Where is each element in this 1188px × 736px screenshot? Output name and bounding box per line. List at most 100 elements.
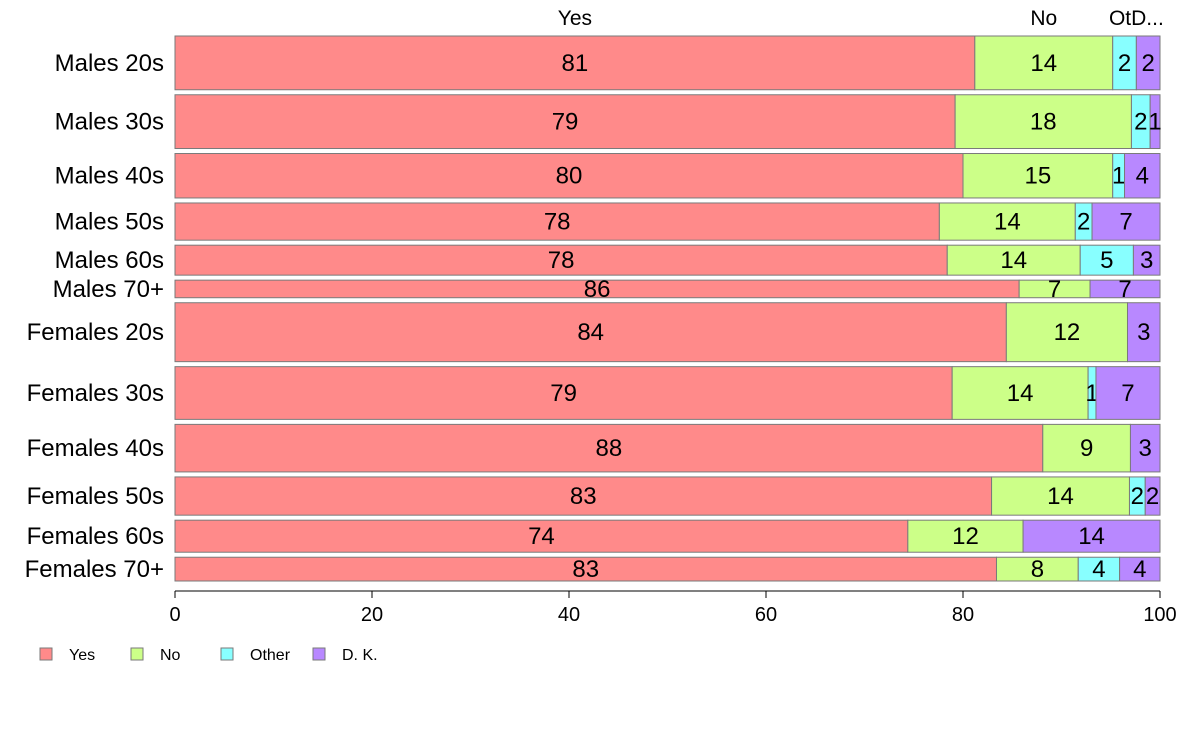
data-label: 79	[550, 380, 577, 407]
bar-row: 78 14 5 3	[174, 244, 1161, 276]
x-tick-label: 20	[361, 604, 383, 626]
data-label: 86	[584, 276, 611, 303]
bar-segment	[951, 366, 1089, 420]
data-label: 81	[562, 50, 589, 77]
column-labels: Yes No OtD...	[558, 7, 1164, 30]
legend-swatch	[39, 647, 53, 661]
data-label: 18	[1030, 109, 1057, 136]
bar-segment	[174, 519, 909, 553]
row-label: Males 30s	[55, 109, 164, 136]
data-label: 83	[570, 483, 597, 510]
legend-item: No	[130, 647, 181, 664]
bar-segment	[974, 35, 1114, 91]
bar-row: 74 12 14	[174, 519, 1161, 553]
data-label: 2	[1146, 483, 1159, 510]
legend-label: Yes	[69, 647, 95, 664]
data-label: 5	[1100, 247, 1113, 274]
bar-row: 78 14 2 7	[174, 202, 1161, 241]
bar-row: 86 7 7	[174, 276, 1161, 303]
data-label: 79	[552, 109, 579, 136]
data-label: 1	[1112, 163, 1125, 190]
row-label: Females 70+	[25, 556, 164, 583]
bar-segment	[1095, 366, 1161, 420]
x-tick-label: 0	[169, 604, 180, 626]
bar-segment	[174, 423, 1044, 473]
data-label: 1	[1148, 109, 1161, 136]
bar-segment	[991, 476, 1130, 516]
data-label: 14	[994, 209, 1021, 236]
bar-segment	[174, 244, 948, 276]
data-label: 14	[1030, 50, 1057, 77]
legend-label: D. K.	[342, 647, 378, 664]
data-label: 4	[1092, 556, 1105, 583]
data-label: 7	[1119, 209, 1132, 236]
bar-segment	[1089, 279, 1161, 299]
bar-segment	[1022, 519, 1161, 553]
bar-segment	[1005, 302, 1128, 363]
x-axis: 0 20 40 60 80 100	[169, 590, 1177, 626]
data-label: 7	[1048, 276, 1061, 303]
data-label: 2	[1077, 209, 1090, 236]
data-label: 88	[596, 435, 623, 462]
bar-segment	[1119, 556, 1161, 582]
bar-segment	[174, 302, 1007, 363]
data-label: 78	[548, 247, 575, 274]
bar-row: 79 18 2 1	[174, 94, 1162, 150]
data-label: 3	[1140, 247, 1153, 274]
row-label: Females 40s	[27, 435, 164, 462]
column-label: No	[1030, 7, 1057, 30]
legend-label: Other	[250, 647, 291, 664]
data-label: 2	[1134, 109, 1147, 136]
legend-swatch	[220, 647, 234, 661]
bar-segment	[962, 153, 1114, 199]
row-label: Males 50s	[55, 209, 164, 236]
row-labels: Males 20s Males 30s Males 40s Males 50s Male…	[25, 50, 164, 583]
bar-row: 80 15 1 4	[174, 153, 1161, 199]
bar-segment	[174, 202, 940, 241]
bar-segment	[174, 476, 993, 516]
bar-row: 79 14 1 7	[174, 366, 1161, 420]
bar-segment	[954, 94, 1132, 150]
row-label: Females 30s	[27, 380, 164, 407]
data-label: 84	[577, 319, 604, 346]
x-tick-label: 60	[755, 604, 777, 626]
bar-segment	[1079, 244, 1134, 276]
data-label: 14	[1078, 523, 1105, 550]
bar-row: 84 12 3	[174, 302, 1161, 363]
bar-segment	[1126, 302, 1161, 363]
bar-segment	[174, 94, 956, 150]
row-label: Males 60s	[55, 247, 164, 274]
data-label: 14	[1000, 247, 1027, 274]
data-label: 2	[1118, 50, 1131, 77]
bar-segment	[1124, 153, 1161, 199]
bar-segment	[946, 244, 1081, 276]
legend-item: Yes	[39, 647, 95, 664]
data-label: 15	[1025, 163, 1052, 190]
data-label: 83	[572, 556, 599, 583]
x-tick-label: 40	[558, 604, 580, 626]
legend-label: No	[160, 647, 181, 664]
bar-segment	[907, 519, 1024, 553]
bar-segment	[1149, 94, 1161, 150]
bar-row: 88 9 3	[174, 423, 1161, 473]
data-label: 9	[1080, 435, 1093, 462]
row-label: Males 20s	[55, 50, 164, 77]
data-label: 2	[1142, 50, 1155, 77]
legend-item: D. K.	[312, 647, 378, 664]
x-tick-label: 80	[952, 604, 974, 626]
data-label: 7	[1118, 276, 1131, 303]
row-label: Females 60s	[27, 523, 164, 550]
data-label: 8	[1031, 556, 1044, 583]
data-label: 1	[1085, 380, 1098, 407]
bar-segment	[1144, 476, 1161, 516]
data-label: 2	[1131, 483, 1144, 510]
bar-segment	[174, 35, 976, 91]
bar-row: 83 14 2 2	[174, 476, 1161, 516]
data-label: 12	[1054, 319, 1081, 346]
data-label: 78	[544, 209, 571, 236]
data-label: 7	[1121, 380, 1134, 407]
data-label: 14	[1007, 380, 1034, 407]
row-label: Males 40s	[55, 163, 164, 190]
column-label: Yes	[558, 7, 592, 30]
